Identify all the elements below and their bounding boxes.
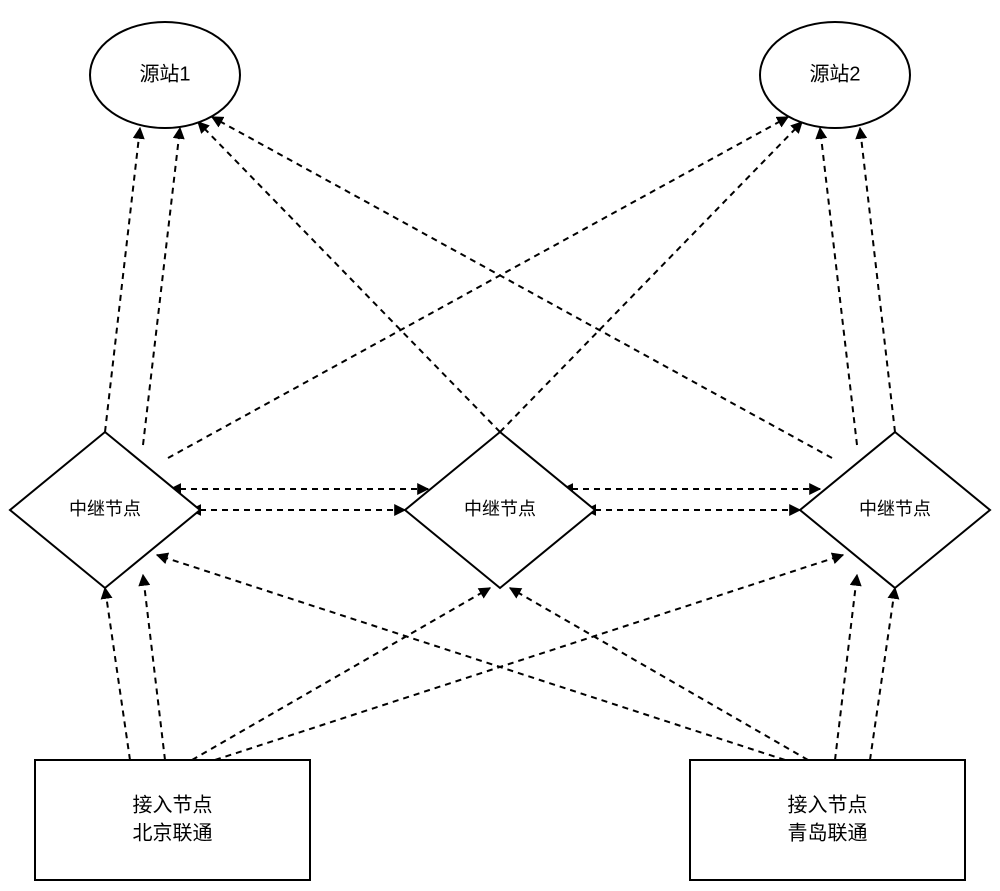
edge-16 bbox=[157, 555, 785, 760]
node-access2: 接入节点青岛联通 bbox=[690, 760, 965, 880]
edge-7 bbox=[212, 117, 832, 458]
node-source1: 源站1 bbox=[90, 22, 240, 128]
edge-6 bbox=[168, 117, 788, 458]
edge-18 bbox=[835, 575, 857, 760]
node-relay2: 中继节点 bbox=[405, 432, 595, 588]
edge-3 bbox=[500, 122, 802, 432]
edge-15 bbox=[215, 555, 843, 760]
label-access2-line1: 接入节点 bbox=[788, 793, 868, 816]
label-access2-line2: 青岛联通 bbox=[788, 821, 868, 844]
edge-4 bbox=[820, 128, 857, 445]
edge-19 bbox=[870, 588, 895, 760]
edge-14 bbox=[192, 588, 490, 760]
edge-13 bbox=[143, 575, 165, 760]
label-access1-line1: 接入节点 bbox=[133, 793, 213, 816]
edge-17 bbox=[510, 588, 808, 760]
edge-5 bbox=[860, 128, 895, 432]
label-relay2: 中继节点 bbox=[464, 499, 536, 519]
edge-1 bbox=[143, 128, 180, 445]
edge-2 bbox=[198, 122, 500, 432]
label-source2: 源站2 bbox=[809, 62, 860, 85]
label-source1: 源站1 bbox=[139, 62, 190, 85]
network-diagram: 源站1源站2中继节点中继节点中继节点接入节点北京联通接入节点青岛联通 bbox=[0, 0, 1000, 891]
label-relay1: 中继节点 bbox=[69, 499, 141, 519]
label-access1-line2: 北京联通 bbox=[133, 821, 213, 844]
node-source2: 源站2 bbox=[760, 22, 910, 128]
edge-12 bbox=[105, 588, 130, 760]
label-relay3: 中继节点 bbox=[859, 499, 931, 519]
node-access1: 接入节点北京联通 bbox=[35, 760, 310, 880]
nodes-layer: 源站1源站2中继节点中继节点中继节点接入节点北京联通接入节点青岛联通 bbox=[10, 22, 990, 880]
edge-0 bbox=[105, 128, 140, 432]
